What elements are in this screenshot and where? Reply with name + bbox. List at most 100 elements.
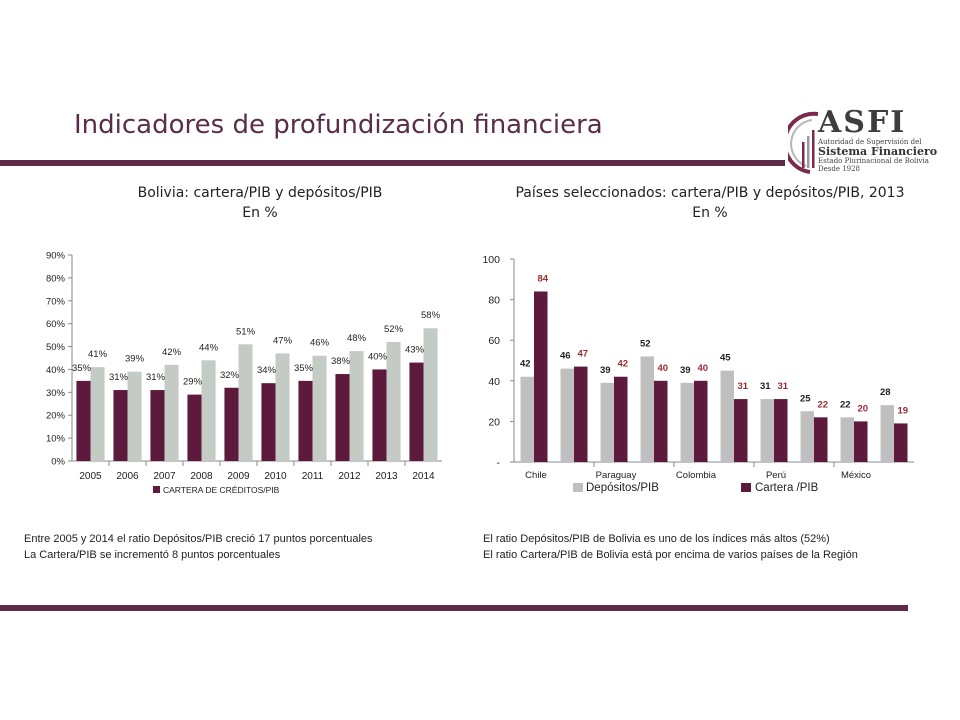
- chart1-bar-depositos: [275, 353, 290, 461]
- chart2-y-tick-label: 80: [488, 295, 500, 307]
- chart1-label-cartera: 31%: [109, 372, 129, 383]
- chart2-bar-cartera: [734, 399, 748, 462]
- chart2-y-tick-label: -: [497, 457, 501, 469]
- chart2-bar-cartera: [774, 399, 788, 462]
- chart2-bar-cartera: [814, 417, 828, 462]
- chart1-y-tick-label: 20%: [46, 411, 66, 422]
- chart2-bar-depositos: [640, 356, 654, 462]
- chart1-label-depositos: 39%: [125, 354, 145, 365]
- chart2-bar-depositos: [720, 370, 734, 462]
- chart1-label-cartera: 38%: [331, 356, 351, 367]
- chart1-bar-cartera: [224, 387, 239, 461]
- chart2-bar-depositos: [800, 411, 814, 462]
- chart2-bar-cartera: [574, 366, 588, 462]
- chart1-bar-cartera: [76, 380, 91, 461]
- chart2-bar-cartera: [854, 421, 868, 462]
- chart1-label-cartera: 31%: [146, 372, 166, 383]
- countries-ratio-chart: - 20 40 60 80 100 Chile 42 84 46 47 Paraguay 39 42 52 4…: [482, 254, 914, 494]
- chart1-bar-cartera: [335, 374, 350, 461]
- chart1-y-tick-label: 80%: [46, 273, 66, 284]
- chart2-legend-label-cartera: Cartera /PIB: [755, 482, 819, 494]
- chart1-x-tick-label: 2007: [153, 471, 176, 482]
- chart1-label-depositos: 51%: [236, 326, 256, 337]
- chart1-x-tick-label: 2008: [190, 471, 213, 482]
- chart2-subtitle: En %: [692, 205, 728, 221]
- chart2-y-tick-label: 100: [482, 254, 500, 266]
- chart1-bar-depositos: [90, 367, 105, 461]
- chart2-label-depositos: 46: [560, 351, 571, 362]
- chart2-label-cartera: 40: [697, 363, 708, 374]
- chart2-label-depositos: 42: [520, 359, 531, 370]
- chart2-label-depositos: 39: [680, 365, 691, 376]
- chart1-x-tick-label: 2009: [227, 471, 250, 482]
- chart2-bar-depositos: [560, 368, 574, 462]
- chart2-x-tick-label: México: [841, 470, 871, 481]
- chart1-label-depositos: 41%: [88, 349, 108, 360]
- chart1-bar-depositos: [349, 351, 364, 461]
- chart2-label-depositos: 31: [760, 381, 771, 392]
- chart2-label-depositos: 25: [800, 393, 811, 404]
- right-note-1: El ratio Depósitos/PIB de Bolivia es uno…: [483, 533, 830, 545]
- chart1-x-tick-label: 2006: [116, 471, 139, 482]
- chart1-label-cartera: 34%: [257, 365, 277, 376]
- chart1-bar-depositos: [201, 360, 216, 461]
- chart2-label-cartera: 42: [617, 359, 628, 370]
- left-note-1: Entre 2005 y 2014 el ratio Depósitos/PIB…: [24, 533, 373, 545]
- chart1-label-cartera: 32%: [220, 370, 240, 381]
- chart1-label-cartera: 35%: [294, 363, 314, 374]
- chart2-x-tick-label: Paraguay: [596, 470, 637, 481]
- chart1-label-cartera: 43%: [405, 345, 425, 356]
- chart1-bar-cartera: [409, 362, 424, 461]
- chart2-x-tick-label: Perú: [766, 470, 786, 481]
- chart2-label-cartera: 31: [777, 381, 788, 392]
- chart1-y-tick-label: 40%: [46, 365, 66, 376]
- chart2-y-tick-label: 20: [488, 416, 500, 428]
- chart2-label-depositos: 45: [720, 353, 731, 364]
- chart1-bar-depositos: [238, 344, 253, 461]
- chart2-bar-cartera: [694, 380, 708, 462]
- bolivia-ratio-chart: 0% 10% 20% 30% 40% 50% 60% 70% 80% 90% 2005 35% 41% 2…: [46, 251, 442, 495]
- chart2-bar-depositos: [680, 382, 694, 462]
- chart1-x-tick-label: 2014: [412, 471, 435, 482]
- chart1-bar-depositos: [164, 364, 179, 461]
- chart2-title: Países seleccionados: cartera/PIB y depó…: [515, 185, 905, 201]
- chart2-bar-depositos: [840, 417, 854, 462]
- footer-divider: [0, 605, 908, 611]
- chart2-legend-label-depositos: Depósitos/PIB: [586, 482, 659, 494]
- chart1-label-depositos: 46%: [310, 338, 330, 349]
- chart1-label-depositos: 44%: [199, 342, 219, 353]
- chart1-y-tick-label: 70%: [46, 296, 66, 307]
- chart2-y-tick-label: 60: [488, 335, 500, 347]
- chart1-x-tick-label: 2012: [338, 471, 361, 482]
- chart1-bar-cartera: [150, 390, 165, 461]
- chart1-bar-cartera: [261, 383, 276, 461]
- chart2-legend-swatch-cartera: [741, 483, 751, 492]
- chart1-label-cartera: 40%: [368, 351, 388, 362]
- chart1-x-tick-label: 2013: [375, 471, 398, 482]
- chart2-x-tick-label: Chile: [525, 470, 547, 481]
- chart1-legend-swatch: [153, 486, 160, 493]
- page-title: Indicadores de profundización financiera: [74, 110, 603, 140]
- chart1-label-depositos: 52%: [384, 324, 404, 335]
- chart2-bar-cartera: [534, 291, 548, 462]
- chart1-label-depositos: 47%: [273, 335, 293, 346]
- chart2-label-cartera: 20: [857, 403, 868, 414]
- title-divider: [0, 160, 785, 166]
- chart1-legend-label: CARTERA DE CRÉDITOS/PIB: [163, 485, 280, 495]
- chart2-label-cartera: 84: [537, 273, 548, 284]
- chart2-x-tick-label: Colombia: [676, 470, 717, 481]
- chart1-y-tick-label: 50%: [46, 342, 66, 353]
- chart2-label-cartera: 40: [657, 363, 668, 374]
- chart2-label-cartera: 31: [737, 381, 748, 392]
- chart1-bar-cartera: [298, 380, 313, 461]
- logo-text: ASFI Autoridad de Supervisión del Sistem…: [818, 105, 938, 174]
- chart2-bar-depositos: [880, 405, 894, 462]
- asfi-logo: [788, 111, 819, 174]
- chart2-label-depositos: 52: [640, 338, 651, 349]
- chart2-bar-depositos: [520, 376, 534, 462]
- chart1-label-cartera: 29%: [183, 377, 203, 388]
- chart2-label-cartera: 47: [577, 349, 588, 360]
- chart2-label-depositos: 28: [880, 387, 891, 398]
- left-note-2: La Cartera/PIB se incrementó 8 puntos po…: [24, 549, 281, 561]
- chart1-y-tick-label: 90%: [46, 251, 66, 262]
